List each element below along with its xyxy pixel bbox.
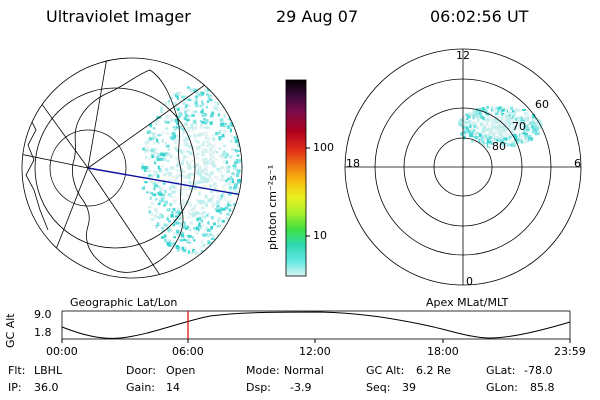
info-key-gcalt: GC Alt:: [366, 364, 405, 377]
info-value-flt: LBHL: [34, 364, 63, 377]
info-value-seq: 39: [402, 381, 416, 394]
mlat-label-60: 60: [535, 98, 549, 111]
colorbar: [285, 79, 310, 277]
info-key-glat: GLat:: [486, 364, 516, 377]
geographic-map: [21, 57, 243, 279]
info-value-door: Open: [166, 364, 196, 377]
altitude-axis-label: GC Alt: [4, 313, 17, 348]
info-key-seq: Seq:: [366, 381, 391, 394]
right-auroral-emission: [458, 105, 543, 148]
info-value-dsp: -3.9: [290, 381, 312, 394]
info-key-gain: Gain:: [126, 381, 155, 394]
altitude-xtick-1800: 18:00: [427, 345, 459, 358]
info-key-mode: Mode:: [246, 364, 280, 377]
left-auroral-emission: [141, 86, 242, 255]
altitude-xtick-1200: 12:00: [299, 345, 331, 358]
info-key-glon: GLon:: [486, 381, 518, 394]
mlt-label-12: 12: [456, 49, 470, 62]
left-panel-caption: Geographic Lat/Lon: [70, 296, 178, 309]
mlt-label-0: 0: [466, 275, 473, 288]
info-key-ip: IP:: [8, 381, 22, 394]
info-key-flt: Flt:: [8, 364, 26, 377]
colorbar-unit-label: photon cm⁻²s⁻¹: [266, 164, 279, 250]
altitude-xtick-0000: 00:00: [46, 345, 78, 358]
colorbar-tick-100: 100: [313, 141, 334, 154]
time-label: 06:02:56 UT: [430, 7, 529, 26]
altitude-ytick-low: 1.8: [34, 326, 52, 339]
altitude-plot: [61, 310, 571, 343]
info-value-gain: 14: [166, 381, 180, 394]
instrument-title: Ultraviolet Imager: [46, 7, 191, 26]
mlt-label-18: 18: [346, 157, 360, 170]
mlat-label-70: 70: [512, 120, 526, 133]
info-key-dsp: Dsp:: [246, 381, 271, 394]
info-value-glon: 85.8: [530, 381, 555, 394]
altitude-ytick-high: 9.0: [34, 308, 52, 321]
info-key-door: Door:: [126, 364, 156, 377]
info-value-mode: Normal: [284, 364, 324, 377]
coastline-west: [25, 94, 49, 231]
coastline: [72, 69, 184, 273]
info-value-glat: -78.0: [524, 364, 553, 377]
info-value-ip: 36.0: [34, 381, 59, 394]
altitude-xtick-2359: 23:59: [554, 345, 586, 358]
polar-plot: [344, 48, 582, 286]
colorbar-tick-10: 10: [313, 229, 327, 242]
date-label: 29 Aug 07: [276, 7, 359, 26]
altitude-curve: [61, 311, 571, 339]
mlt-label-6: 6: [574, 157, 581, 170]
mlat-label-80: 80: [492, 140, 506, 153]
altitude-xtick-0600: 06:00: [172, 345, 204, 358]
right-panel-caption: Apex MLat/MLT: [426, 296, 509, 309]
info-value-gcalt: 6.2 Re: [416, 364, 451, 377]
